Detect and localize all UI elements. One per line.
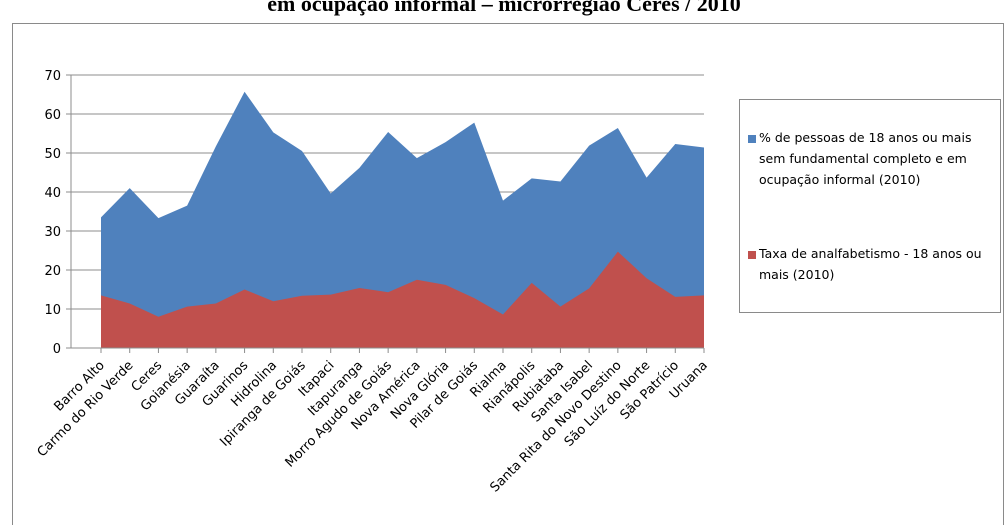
chart-frame bbox=[12, 23, 1004, 525]
y-tick-label-40: 40 bbox=[44, 186, 61, 201]
area-series-1 bbox=[101, 91, 704, 349]
data-point-s2-15 bbox=[530, 281, 533, 284]
chart-legend: % de pessoas de 18 anos ou mais sem fund… bbox=[739, 99, 1001, 313]
data-point-s1-4 bbox=[214, 145, 217, 148]
y-tick-label-70: 70 bbox=[44, 69, 61, 84]
data-point-s1-2 bbox=[157, 217, 160, 220]
data-point-s1-21 bbox=[703, 146, 706, 149]
data-point-s2-17 bbox=[588, 287, 591, 290]
page-title: em ocupação informal – microrregião Cere… bbox=[267, 0, 741, 16]
data-point-s2-11 bbox=[415, 278, 418, 281]
legend-item-series-2: Taxa de analfabetismo - 18 anos ou mais … bbox=[748, 245, 983, 285]
data-point-s1-9 bbox=[358, 166, 361, 169]
data-point-s2-2 bbox=[157, 315, 160, 318]
legend-label-series-2: Taxa de analfabetismo - 18 anos ou mais … bbox=[759, 246, 982, 282]
data-point-s2-4 bbox=[214, 302, 217, 305]
data-point-s1-13 bbox=[473, 121, 476, 124]
data-point-s1-5 bbox=[243, 90, 246, 93]
data-point-s1-14 bbox=[502, 199, 505, 202]
data-point-s2-7 bbox=[301, 294, 304, 297]
data-point-s1-11 bbox=[415, 157, 418, 160]
data-point-s1-12 bbox=[444, 141, 447, 144]
data-point-s2-6 bbox=[272, 300, 275, 303]
data-point-s1-10 bbox=[387, 130, 390, 133]
data-point-s1-0 bbox=[100, 216, 103, 219]
data-point-s1-1 bbox=[128, 187, 131, 190]
data-point-s2-13 bbox=[473, 297, 476, 300]
data-point-s2-8 bbox=[329, 293, 332, 296]
data-point-s2-3 bbox=[186, 305, 189, 308]
data-point-s2-12 bbox=[444, 283, 447, 286]
data-point-s1-6 bbox=[272, 131, 275, 134]
data-point-s1-20 bbox=[674, 143, 677, 146]
data-point-s1-8 bbox=[329, 192, 332, 195]
data-point-s1-3 bbox=[186, 204, 189, 207]
data-point-s2-9 bbox=[358, 286, 361, 289]
data-point-s2-18 bbox=[616, 250, 619, 253]
y-tick-label-50: 50 bbox=[44, 147, 61, 162]
y-tick-label-20: 20 bbox=[44, 264, 61, 279]
y-tick-label-0: 0 bbox=[53, 342, 61, 357]
data-point-s1-17 bbox=[588, 144, 591, 147]
data-point-s2-5 bbox=[243, 288, 246, 291]
data-point-s2-1 bbox=[128, 302, 131, 305]
area-series-2 bbox=[101, 251, 704, 348]
legend-label-series-1: % de pessoas de 18 anos ou mais sem fund… bbox=[759, 130, 972, 187]
data-point-s2-16 bbox=[559, 305, 562, 308]
data-point-s1-18 bbox=[616, 127, 619, 130]
data-point-s1-19 bbox=[645, 176, 648, 179]
y-tick-label-30: 30 bbox=[44, 225, 61, 240]
legend-swatch-red bbox=[748, 251, 756, 259]
legend-swatch-blue bbox=[748, 135, 756, 143]
data-point-s1-15 bbox=[530, 177, 533, 180]
data-point-s2-14 bbox=[502, 313, 505, 316]
y-tick-label-60: 60 bbox=[44, 108, 61, 123]
legend-item-series-1: % de pessoas de 18 anos ou mais sem fund… bbox=[748, 129, 991, 190]
data-point-s2-20 bbox=[674, 295, 677, 298]
data-point-s1-7 bbox=[301, 150, 304, 153]
y-tick-label-10: 10 bbox=[44, 303, 61, 318]
data-point-s2-0 bbox=[100, 294, 103, 297]
data-point-s2-21 bbox=[703, 294, 706, 297]
data-point-s1-16 bbox=[559, 180, 562, 183]
data-point-s2-10 bbox=[387, 291, 390, 294]
data-point-s2-19 bbox=[645, 277, 648, 280]
